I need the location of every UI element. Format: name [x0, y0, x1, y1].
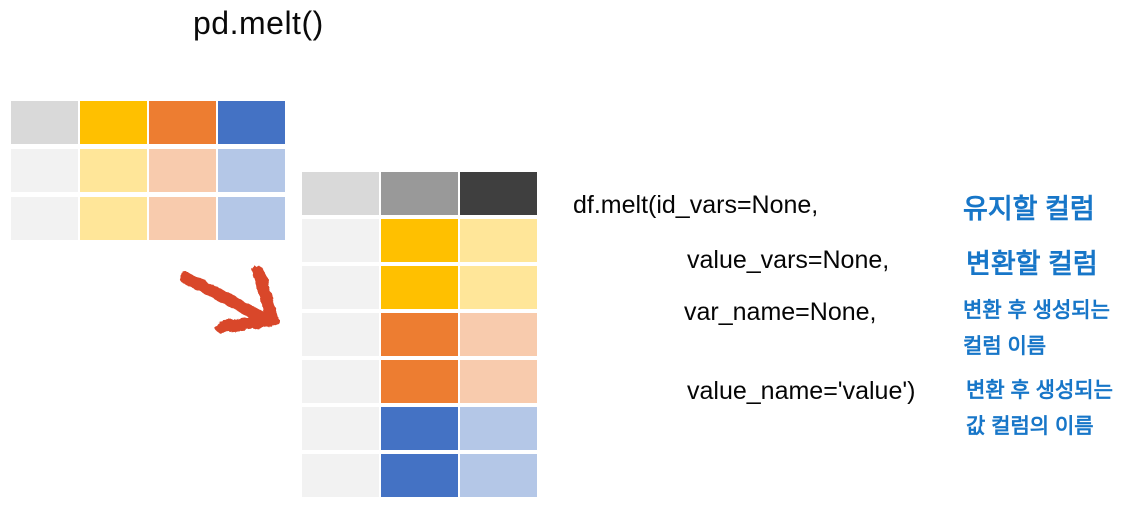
- code-line-value-vars: value_vars=None,: [687, 246, 890, 274]
- table-cell: [149, 149, 216, 192]
- table-cell: [80, 197, 147, 240]
- annotation-value-vars: 변환할 컬럼: [966, 249, 1098, 279]
- code-line-value-name: value_name='value'): [687, 377, 916, 405]
- table-cell: [302, 313, 379, 356]
- table-cell: [381, 172, 458, 215]
- table-cell: [302, 407, 379, 450]
- table-cell: [302, 219, 379, 262]
- table-cell: [11, 197, 78, 240]
- table-cell: [460, 407, 537, 450]
- table-cell: [11, 149, 78, 192]
- table-cell: [460, 454, 537, 497]
- annotation-value-name: 변환 후 생성되는 값 컬럼의 이름: [966, 379, 1113, 438]
- table-cell: [149, 197, 216, 240]
- table-cell: [381, 219, 458, 262]
- table-cell: [218, 101, 285, 144]
- table-cell: [302, 360, 379, 403]
- table-cell: [460, 219, 537, 262]
- table-cell: [381, 313, 458, 356]
- table-cell: [460, 266, 537, 309]
- annotation-var-name: 변환 후 생성되는 컬럼 이름: [963, 299, 1110, 358]
- table-cell: [460, 172, 537, 215]
- table-cell: [149, 101, 216, 144]
- table-cell: [80, 101, 147, 144]
- table-cell: [381, 266, 458, 309]
- table-cell: [460, 313, 537, 356]
- table-cell: [11, 101, 78, 144]
- annotation-id-vars: 유지할 컬럼: [963, 194, 1095, 224]
- table-cell: [302, 172, 379, 215]
- page-title: pd.melt(): [193, 5, 324, 41]
- table-cell: [381, 360, 458, 403]
- table-cell: [302, 266, 379, 309]
- table-cell: [218, 149, 285, 192]
- table-cell: [381, 454, 458, 497]
- table-cell: [218, 197, 285, 240]
- wide-format-table: [11, 101, 285, 240]
- table-cell: [80, 149, 147, 192]
- red-arrow-icon: [173, 258, 288, 343]
- table-cell: [381, 407, 458, 450]
- code-line-id-vars: df.melt(id_vars=None,: [573, 191, 819, 219]
- table-cell: [302, 454, 379, 497]
- code-line-var-name: var_name=None,: [684, 298, 877, 326]
- table-cell: [460, 360, 537, 403]
- long-format-table: [302, 172, 537, 497]
